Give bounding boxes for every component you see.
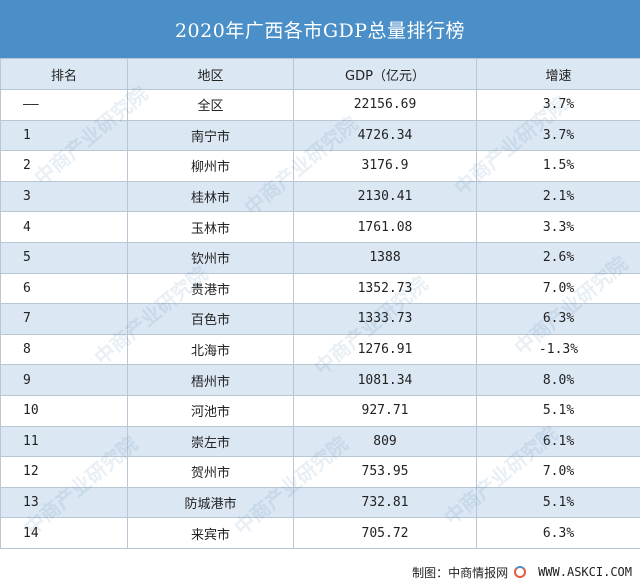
gdp-cell: 1352.73 — [293, 272, 477, 305]
region-cell: 桂林市 — [127, 180, 294, 213]
growth-cell: 3.7% — [476, 89, 640, 121]
table-row: 10 河池市 927.71 5.1% — [0, 394, 640, 427]
growth-cell: 7.0% — [476, 456, 640, 488]
region-cell: 崇左市 — [127, 425, 294, 458]
gdp-cell: 809 — [293, 425, 477, 458]
column-header-rank: 排名 — [0, 58, 128, 90]
region-cell: 贺州市 — [127, 456, 294, 488]
growth-cell: 6.3% — [476, 517, 640, 549]
region-cell: 北海市 — [127, 333, 294, 366]
gdp-cell: 1081.34 — [293, 364, 477, 396]
gdp-ranking-table: 排名 地区 GDP（亿元） 增速 —— 全区 22156.69 3.7% 1 南宁市 472… — [0, 58, 640, 549]
table-row: 11 崇左市 809 6.1% — [0, 425, 640, 458]
region-cell: 百色市 — [127, 303, 294, 335]
growth-cell: 2.1% — [476, 180, 640, 213]
rank-cell: 14 — [0, 517, 128, 549]
region-cell: 防城港市 — [127, 486, 294, 519]
gdp-cell: 1276.91 — [293, 333, 477, 366]
growth-cell: 6.1% — [476, 425, 640, 458]
rank-cell: 13 — [0, 486, 128, 519]
growth-cell: 8.0% — [476, 364, 640, 396]
table-row: 9 梧州市 1081.34 8.0% — [0, 364, 640, 396]
region-cell: 柳州市 — [127, 150, 294, 182]
rank-cell: 11 — [0, 425, 128, 458]
region-cell: 来宾市 — [127, 517, 294, 549]
growth-cell: 7.0% — [476, 272, 640, 305]
table-row: 13 防城港市 732.81 5.1% — [0, 486, 640, 519]
table-row: 1 南宁市 4726.34 3.7% — [0, 119, 640, 152]
rank-cell: 8 — [0, 333, 128, 366]
growth-cell: 5.1% — [476, 486, 640, 519]
gdp-cell: 732.81 — [293, 486, 477, 519]
gdp-cell: 1333.73 — [293, 303, 477, 335]
gdp-cell: 3176.9 — [293, 150, 477, 182]
region-cell: 全区 — [127, 89, 294, 121]
gdp-cell: 705.72 — [293, 517, 477, 549]
growth-cell: 5.1% — [476, 394, 640, 427]
gdp-cell: 753.95 — [293, 456, 477, 488]
rank-cell: 10 — [0, 394, 128, 427]
table-body: —— 全区 22156.69 3.7% 1 南宁市 4726.34 3.7% 2 柳州市 3176.… — [0, 89, 640, 549]
table-row: 3 桂林市 2130.41 2.1% — [0, 180, 640, 213]
growth-cell: 3.3% — [476, 211, 640, 243]
table-row: 8 北海市 1276.91 -1.3% — [0, 333, 640, 366]
region-cell: 梧州市 — [127, 364, 294, 396]
table-header-row: 排名 地区 GDP（亿元） 增速 — [0, 58, 640, 90]
page-title: 2020年广西各市GDP总量排行榜 — [174, 19, 466, 42]
table-row: 7 百色市 1333.73 6.3% — [0, 303, 640, 335]
gdp-cell: 22156.69 — [293, 89, 477, 121]
askci-logo-icon — [514, 566, 527, 578]
table-row: 2 柳州市 3176.9 1.5% — [0, 150, 640, 182]
column-header-region: 地区 — [127, 58, 294, 90]
region-cell: 河池市 — [127, 394, 294, 427]
table-row: —— 全区 22156.69 3.7% — [0, 89, 640, 121]
rank-cell: 1 — [0, 119, 128, 152]
rank-cell: 5 — [0, 241, 128, 274]
growth-cell: 1.5% — [476, 150, 640, 182]
column-header-growth: 增速 — [476, 58, 640, 90]
table-row: 12 贺州市 753.95 7.0% — [0, 456, 640, 488]
rank-cell: 2 — [0, 150, 128, 182]
region-cell: 南宁市 — [127, 119, 294, 152]
rank-cell: 3 — [0, 180, 128, 213]
gdp-cell: 1761.08 — [293, 211, 477, 243]
table-row: 14 来宾市 705.72 6.3% — [0, 517, 640, 549]
footer-label: 制图：中商情报网 — [412, 565, 509, 580]
growth-cell: -1.3% — [476, 333, 640, 366]
growth-cell: 3.7% — [476, 119, 640, 152]
table-row: 6 贵港市 1352.73 7.0% — [0, 272, 640, 305]
table-row: 5 钦州市 1388 2.6% — [0, 241, 640, 274]
rank-cell: 12 — [0, 456, 128, 488]
column-header-gdp: GDP（亿元） — [293, 58, 477, 90]
footer: 制图：中商情报网 WWW.ASKCI.COM — [0, 558, 640, 586]
rank-cell: —— — [0, 89, 128, 121]
growth-cell: 2.6% — [476, 241, 640, 274]
region-cell: 玉林市 — [127, 211, 294, 243]
footer-url: WWW.ASKCI.COM — [538, 565, 632, 579]
region-cell: 钦州市 — [127, 241, 294, 274]
rank-cell: 4 — [0, 211, 128, 243]
growth-cell: 6.3% — [476, 303, 640, 335]
gdp-cell: 4726.34 — [293, 119, 477, 152]
table-row: 4 玉林市 1761.08 3.3% — [0, 211, 640, 243]
title-bar: 2020年广西各市GDP总量排行榜 — [0, 0, 640, 58]
gdp-cell: 1388 — [293, 241, 477, 274]
rank-cell: 7 — [0, 303, 128, 335]
rank-cell: 9 — [0, 364, 128, 396]
rank-cell: 6 — [0, 272, 128, 305]
region-cell: 贵港市 — [127, 272, 294, 305]
gdp-cell: 2130.41 — [293, 180, 477, 213]
gdp-cell: 927.71 — [293, 394, 477, 427]
